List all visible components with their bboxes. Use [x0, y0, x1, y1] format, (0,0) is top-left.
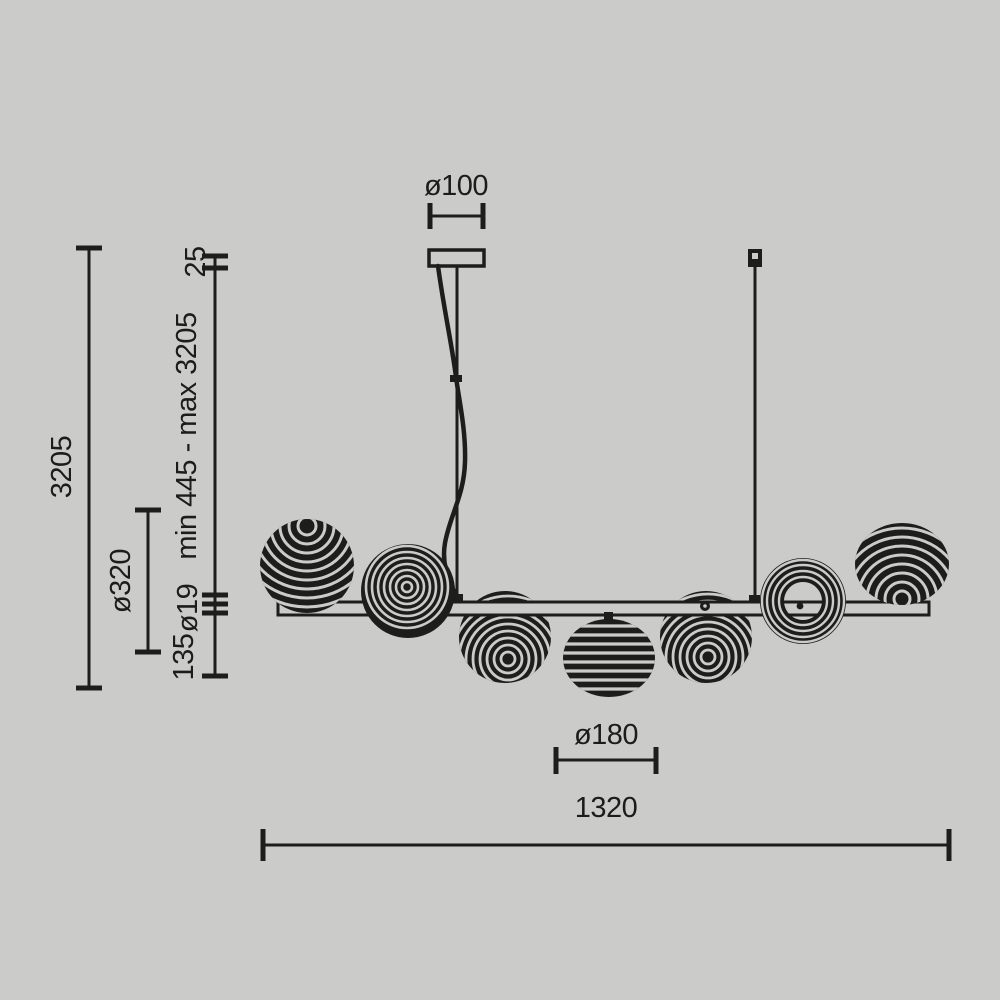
ceiling-canopy — [427, 248, 486, 268]
globe-4-stem — [604, 612, 613, 621]
label-shade-drop: 135 — [168, 634, 200, 681]
dimension-overall-height — [76, 245, 102, 691]
dimension-overall-length — [260, 829, 952, 861]
label-suspension-range: min 445 - max 3205 — [171, 312, 203, 559]
glass-globe-6-ring — [760, 558, 847, 644]
label-large-shade-diameter: ø320 — [105, 549, 137, 613]
label-overall-height: 3205 — [46, 436, 78, 499]
glass-globe-4-small — [563, 612, 655, 697]
globe-5-mount-knob-hole — [703, 604, 707, 608]
label-canopy-diameter: ø100 — [424, 170, 488, 202]
cable-clamp — [450, 375, 462, 382]
suspension-cable — [435, 263, 468, 599]
dimension-canopy-diameter — [427, 203, 486, 229]
dimension-small-shade-diameter — [553, 747, 659, 774]
glass-globe-1 — [260, 519, 354, 613]
glass-globe-2 — [361, 544, 455, 638]
label-overall-length: 1320 — [575, 792, 638, 824]
suspension-group — [427, 248, 762, 611]
globe-7-bottom-nipple — [898, 596, 907, 603]
rod-center-foot — [450, 594, 463, 603]
label-canopy-height: 25 — [180, 246, 212, 277]
dimension-suspension-stack — [202, 253, 228, 679]
label-small-shade-diameter: ø180 — [574, 719, 638, 751]
dimension-large-shade-diameter — [135, 507, 161, 655]
globe-6-center-dot — [796, 602, 804, 610]
rod-right-fitting-notch — [752, 253, 758, 259]
glass-globe-7 — [855, 523, 949, 605]
label-bar-diameter: ø19 — [172, 584, 204, 632]
rod-right-foot — [749, 595, 760, 603]
